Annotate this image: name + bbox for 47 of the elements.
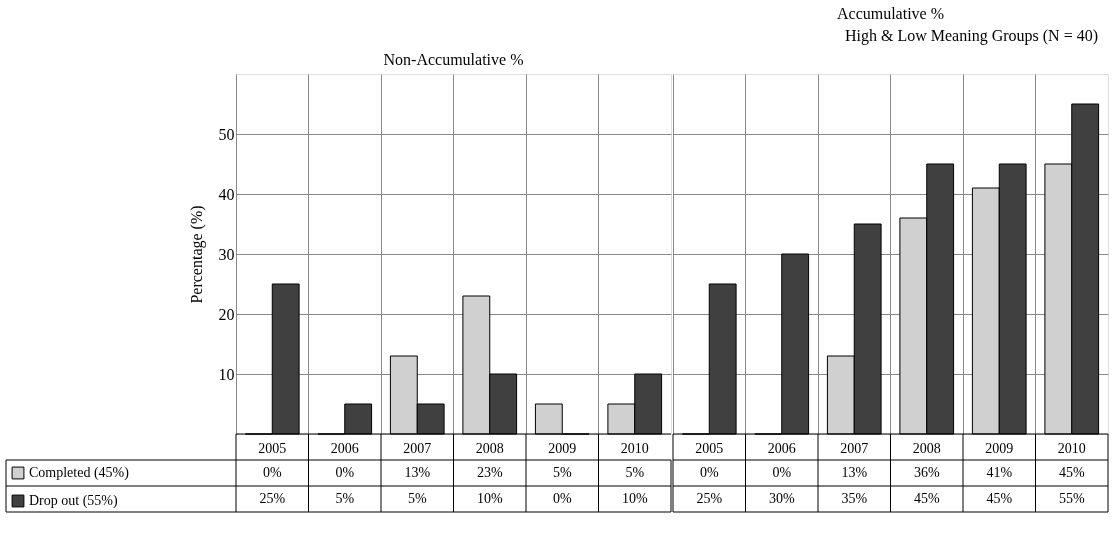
data-label: 0% bbox=[772, 465, 792, 480]
data-label: 5% bbox=[625, 465, 645, 480]
x-tick-label: 2007 bbox=[403, 440, 432, 456]
x-tick-label: 2010 bbox=[620, 440, 649, 456]
data-label: 10% bbox=[621, 491, 648, 506]
data-label: 0% bbox=[335, 465, 355, 480]
y-tick-label: 50 bbox=[218, 125, 235, 143]
data-label: 13% bbox=[404, 465, 431, 480]
x-tick-label: 2007 bbox=[840, 440, 869, 456]
legend-label: Drop out (55%) bbox=[29, 493, 118, 509]
chart-subtitle: Accumulative % bbox=[836, 5, 945, 22]
x-tick-label: 2006 bbox=[330, 440, 359, 456]
data-label: 0% bbox=[262, 465, 282, 480]
data-label: 25% bbox=[696, 491, 723, 506]
data-label: 5% bbox=[407, 491, 427, 506]
data-label: 55% bbox=[1058, 491, 1085, 506]
x-tick-label: 2008 bbox=[912, 440, 941, 456]
data-label: 0% bbox=[699, 465, 719, 480]
data-label: 23% bbox=[476, 465, 503, 480]
data-label: 45% bbox=[913, 491, 940, 506]
x-tick-label: 2006 bbox=[767, 440, 796, 456]
y-tick-label: 40 bbox=[218, 185, 235, 203]
data-label: 30% bbox=[768, 491, 795, 506]
y-tick-label: 20 bbox=[218, 305, 235, 323]
x-tick-label: 2010 bbox=[1057, 440, 1086, 456]
data-label: 41% bbox=[986, 465, 1013, 480]
data-label: 45% bbox=[986, 491, 1013, 506]
x-tick-label: 2009 bbox=[548, 440, 577, 456]
chart-title: High & Low Meaning Groups (N = 40) bbox=[845, 27, 1098, 45]
x-tick-label: 2009 bbox=[985, 440, 1014, 456]
data-label: 5% bbox=[335, 491, 355, 506]
x-tick-label: 2005 bbox=[695, 440, 724, 456]
data-label: 0% bbox=[552, 491, 572, 506]
y-axis-title: Percentage (%) bbox=[187, 205, 206, 304]
y-tick-label: 30 bbox=[218, 245, 235, 263]
data-label: 25% bbox=[259, 491, 286, 506]
data-label: 5% bbox=[552, 465, 572, 480]
chart-subtitle: Non-Accumulative % bbox=[383, 51, 524, 68]
y-tick-label: 10 bbox=[218, 365, 235, 383]
legend-label: Completed (45%) bbox=[29, 465, 130, 481]
data-label: 45% bbox=[1058, 465, 1085, 480]
data-label: 10% bbox=[476, 491, 503, 506]
x-tick-label: 2008 bbox=[475, 440, 504, 456]
data-label: 36% bbox=[913, 465, 940, 480]
data-label: 13% bbox=[841, 465, 868, 480]
x-tick-label: 2005 bbox=[258, 440, 287, 456]
data-label: 35% bbox=[841, 491, 868, 506]
